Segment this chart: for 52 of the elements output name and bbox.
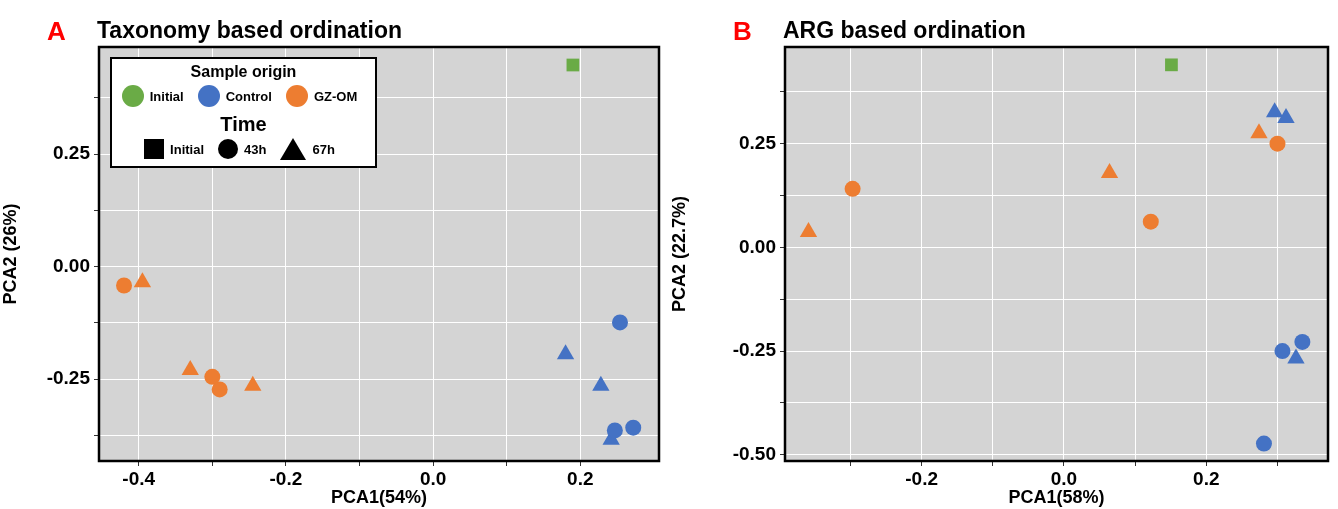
point (244, 375, 262, 391)
legend-title: Sample origin (189, 63, 298, 81)
point (1277, 107, 1295, 123)
point (1250, 123, 1268, 139)
point (1100, 163, 1119, 179)
text: A (47, 16, 66, 46)
point (612, 314, 628, 331)
y-tick-label: 0.00 (53, 254, 90, 276)
point (116, 277, 133, 294)
annotation: 67h (312, 141, 335, 157)
point (1265, 102, 1284, 118)
point (1269, 135, 1286, 152)
x-axis-title: PCA1(58%) (1008, 487, 1105, 508)
y-axis-title: PCA2 (26%) (0, 203, 20, 305)
point (1274, 343, 1291, 360)
x-tick-label: 0.0 (1050, 467, 1078, 489)
point (799, 222, 818, 238)
x-tick-label: -0.2 (269, 467, 303, 489)
y-axis-title: PCA2 (22.7%) (668, 195, 689, 313)
point (844, 180, 861, 197)
x-tick-label: 0.0 (419, 467, 447, 489)
point (1294, 333, 1311, 350)
legend-label: Initial (149, 88, 184, 104)
x-tick-label: -0.2 (905, 467, 939, 489)
point (211, 381, 228, 398)
chart-title: Taxonomy based ordination (97, 17, 402, 43)
point (592, 375, 610, 391)
y-tick-label: 0.25 (739, 131, 777, 153)
annotation: Time (219, 113, 268, 136)
y-tick-label: -0.50 (732, 443, 776, 465)
annotation: 43h (244, 141, 267, 157)
point (625, 419, 642, 436)
point (133, 272, 152, 288)
point (181, 360, 199, 376)
point (1142, 213, 1159, 230)
annotation: Initial (170, 141, 205, 157)
text: B (733, 16, 752, 46)
x-axis-title: PCA1(54%) (330, 487, 428, 508)
y-tick-label: 0.00 (739, 235, 776, 257)
legend-label: GZ-OM (313, 88, 358, 104)
point (1255, 435, 1272, 452)
x-tick-label: 0.2 (567, 467, 594, 489)
chart-title: ARG based ordination (783, 17, 1026, 43)
x-tick-label: -0.4 (122, 467, 156, 489)
point (606, 422, 623, 439)
point (556, 344, 575, 360)
y-tick-label: -0.25 (732, 339, 777, 361)
legend-label: Control (225, 88, 272, 104)
x-tick-label: 0.2 (1193, 467, 1220, 489)
point (204, 368, 221, 385)
y-tick-label: 0.25 (53, 142, 91, 164)
y-tick-label: -0.25 (46, 367, 91, 389)
